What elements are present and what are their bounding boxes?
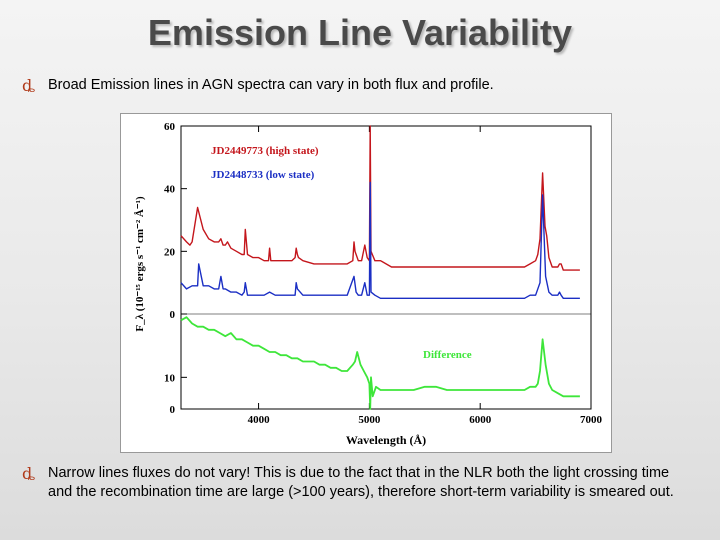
x-tick-label: 6000 <box>469 414 492 426</box>
x-tick-label: 7000 <box>580 414 603 426</box>
x-axis-label: Wavelength (Å) <box>346 433 426 447</box>
y-tick-label: 0 <box>170 404 176 416</box>
series-line-3 <box>180 316 580 410</box>
spectrum-chart: 4000 5000 6000 7000 0 20 40 60 0 10 JD2449773 (hig… <box>134 121 603 447</box>
y-tick-label: 20 <box>164 246 176 258</box>
legend-label-low-state: JD2448733 (low state) <box>211 169 315 181</box>
y-tick-label: 10 <box>164 372 176 384</box>
y-axis-label: F_λ (10⁻¹⁵ ergs s⁻¹ cm⁻² Å⁻¹) <box>134 196 146 332</box>
bullet-icon: ȡ <box>22 464 36 483</box>
slide-title: Emission Line Variability <box>147 12 573 53</box>
y-tick-label: 0 <box>170 309 176 321</box>
y-tick-label: 60 <box>164 121 176 133</box>
bullet-icon: ȡ <box>22 76 36 95</box>
plot-frame <box>180 125 592 410</box>
bullet-text-2: Narrow lines fluxes do not vary! This is… <box>48 465 674 500</box>
series-line-2 <box>180 181 580 300</box>
bullet-text-1: Broad Emission lines in AGN spectra can … <box>48 77 494 93</box>
legend-label-high-state: JD2449773 (high state) <box>211 145 319 157</box>
y-tick-label: 40 <box>164 184 176 196</box>
spectrum-figure: 4000 5000 6000 7000 0 20 40 60 0 10 JD2449773 (hig… <box>120 113 612 453</box>
difference-annotation: Difference <box>423 349 472 361</box>
x-tick-label: 5000 <box>358 414 381 426</box>
x-tick-label: 4000 <box>248 414 271 426</box>
series-line-1 <box>180 125 580 271</box>
